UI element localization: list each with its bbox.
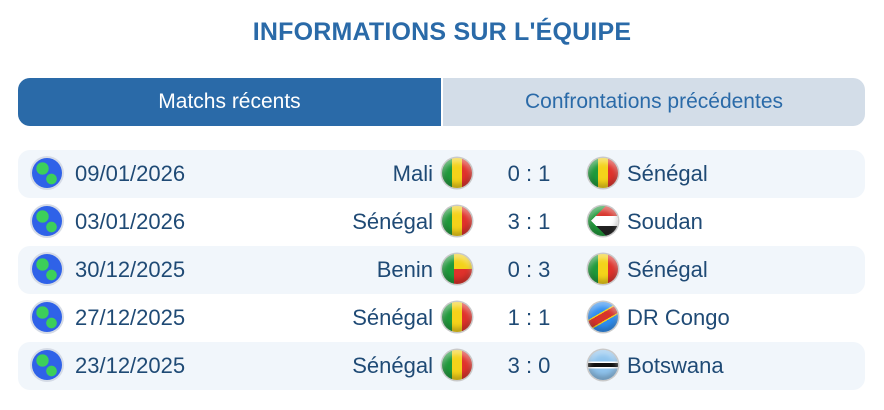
away-team: Sénégal <box>627 257 708 282</box>
match-score: 0 : 3 <box>507 257 551 282</box>
match-row[interactable]: 23/12/2025 Sénégal 3 : 0 Botswana <box>18 342 865 390</box>
match-score: 3 : 1 <box>507 209 551 234</box>
match-date: 30/12/2025 <box>75 257 186 282</box>
section-title: INFORMATIONS SUR L'ÉQUIPE <box>252 18 632 46</box>
match-row[interactable]: 27/12/2025 Sénégal 1 : 1 DR Congo <box>18 294 865 342</box>
home-team: Sénégal <box>352 305 433 330</box>
match-row[interactable]: 30/12/2025 Benin 0 : 3 Sénégal <box>18 246 865 294</box>
globe-icon <box>32 206 62 236</box>
away-flag-icon <box>588 158 618 188</box>
globe-icon <box>32 302 62 332</box>
match-date: 03/01/2026 <box>75 209 186 234</box>
home-flag-icon <box>442 254 472 284</box>
home-team: Mali <box>392 161 433 186</box>
match-date: 23/12/2025 <box>75 353 186 378</box>
home-flag-icon <box>442 206 472 236</box>
home-flag-icon <box>442 302 472 332</box>
tab-bar: Matchs récents Confrontations précédente… <box>18 78 865 126</box>
home-team: Benin <box>376 257 433 282</box>
home-flag-icon <box>442 350 472 380</box>
away-team: Botswana <box>627 353 724 378</box>
away-flag-icon <box>588 350 618 380</box>
match-date: 27/12/2025 <box>75 305 186 330</box>
globe-icon <box>32 350 62 380</box>
away-team: Sénégal <box>627 161 708 186</box>
globe-icon <box>32 158 62 188</box>
match-score: 1 : 1 <box>507 305 551 330</box>
home-team: Sénégal <box>352 209 433 234</box>
match-list: 09/01/2026 Mali 0 : 1 Sénégal 03/01/2026… <box>18 150 865 390</box>
tab-recent-matches[interactable]: Matchs récents <box>18 78 443 126</box>
home-team: Sénégal <box>352 353 433 378</box>
away-flag-icon <box>588 206 618 236</box>
away-team: Soudan <box>627 209 703 234</box>
away-flag-icon <box>588 302 618 332</box>
match-row[interactable]: 03/01/2026 Sénégal 3 : 1 Soudan <box>18 198 865 246</box>
away-team: DR Congo <box>627 305 730 330</box>
home-flag-icon <box>442 158 472 188</box>
match-row[interactable]: 09/01/2026 Mali 0 : 1 Sénégal <box>18 150 865 198</box>
match-score: 0 : 1 <box>507 161 551 186</box>
match-score: 3 : 0 <box>507 353 551 378</box>
match-date: 09/01/2026 <box>75 161 186 186</box>
away-flag-icon <box>588 254 618 284</box>
tab-head-to-head[interactable]: Confrontations précédentes <box>525 90 783 113</box>
globe-icon <box>32 254 62 284</box>
